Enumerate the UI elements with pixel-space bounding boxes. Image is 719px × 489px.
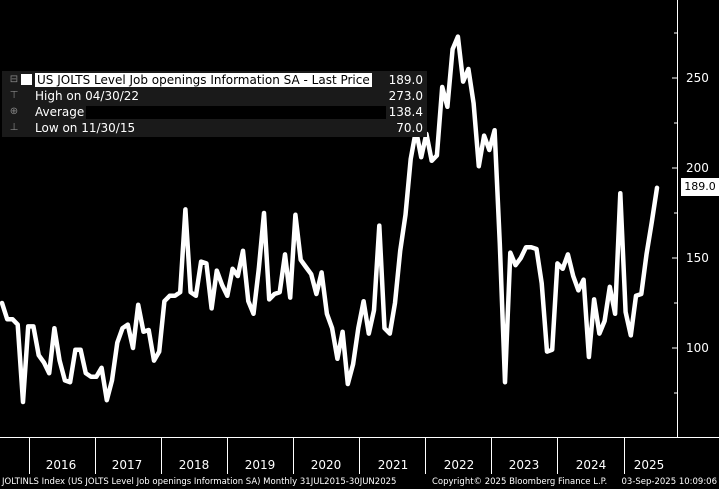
legend-series-row: ⊟ US JOLTS Level Job openings Informatio… — [2, 72, 427, 88]
y-axis-labels: 100 150 200 250 — [672, 32, 709, 394]
x-tick-label: 2021 — [378, 458, 409, 472]
x-tick-label: 2025 — [634, 458, 665, 472]
y-tick-label: 150 — [686, 251, 709, 265]
last-price-tag: 189.0 — [681, 178, 719, 196]
x-tick-label: 2019 — [245, 458, 276, 472]
chart-legend: ⊟ US JOLTS Level Job openings Informatio… — [2, 71, 427, 137]
x-tick-label: 2022 — [444, 458, 475, 472]
x-tick-label: 2024 — [576, 458, 607, 472]
footer-copyright: Copyright© 2025 Bloomberg Finance L.P. — [432, 477, 608, 487]
average-marker-icon: ⊕ — [9, 106, 19, 117]
legend-high-value: 273.0 — [388, 89, 423, 103]
legend-series-label: US JOLTS Level Job openings Information … — [35, 73, 372, 87]
x-tick-label: 2017 — [112, 458, 143, 472]
collapse-icon[interactable]: ⊟ — [9, 74, 19, 85]
chart-frame — [0, 0, 719, 438]
high-marker-icon: ⊤ — [9, 90, 19, 101]
legend-low-label: Low on 11/30/15 — [35, 121, 136, 135]
legend-average-label: Average — [35, 105, 85, 119]
x-tick-label: 2020 — [311, 458, 342, 472]
x-tick-label: 2016 — [46, 458, 77, 472]
legend-high-label: High on 04/30/22 — [35, 89, 140, 103]
chart-footer: JOLTINLS Index (US JOLTS Level Job openi… — [0, 476, 719, 489]
series-line — [0, 34, 660, 405]
series-swatch — [21, 74, 32, 85]
legend-low-value: 70.0 — [396, 121, 423, 135]
average-line-swatch — [86, 106, 387, 119]
legend-high-row: ⊤ High on 04/30/22 273.0 — [2, 88, 427, 104]
x-tick-label: 2018 — [179, 458, 210, 472]
legend-low-row: ⊥ Low on 11/30/15 70.0 — [2, 120, 427, 136]
x-tick-label: 2023 — [509, 458, 540, 472]
legend-average-value: 138.4 — [388, 105, 423, 119]
y-tick-label: 250 — [686, 71, 709, 85]
footer-timestamp: 03-Sep-2025 10:09:06 — [621, 477, 717, 487]
y-tick-label: 200 — [686, 161, 709, 175]
footer-ticker-info: JOLTINLS Index (US JOLTS Level Job openi… — [2, 477, 397, 487]
low-marker-icon: ⊥ — [9, 122, 19, 133]
legend-average-row: ⊕ Average 138.4 — [2, 104, 427, 120]
y-tick-label: 100 — [686, 341, 709, 355]
x-axis-labels: 2016 2017 2018 2019 2020 2021 2022 2023 2024 2025 — [29, 437, 665, 474]
legend-series-value: 189.0 — [388, 73, 423, 87]
